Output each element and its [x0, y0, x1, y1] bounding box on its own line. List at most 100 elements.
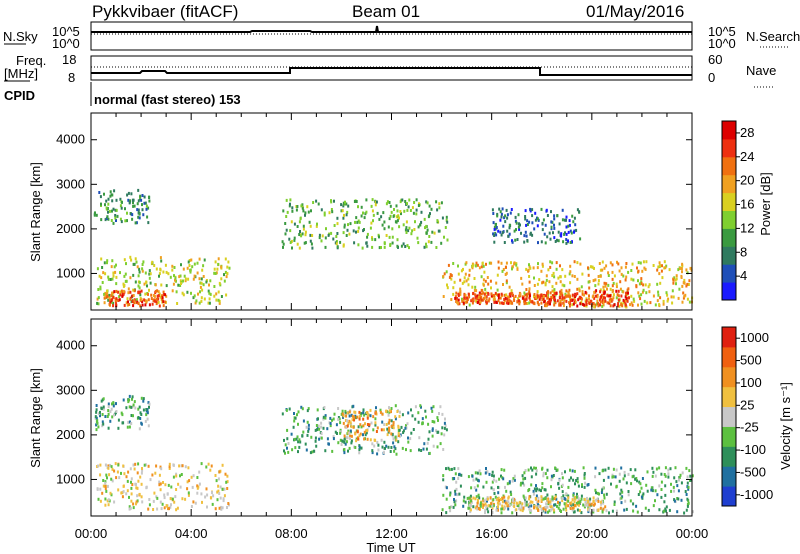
power-echo-cell	[565, 299, 568, 303]
power-echo-cell	[541, 298, 544, 301]
power-echo-cell	[325, 227, 327, 231]
power-echo-cell	[162, 270, 165, 274]
power-echo-cell	[510, 261, 512, 265]
power-echo-cell	[620, 294, 623, 298]
power-echo-cell	[220, 265, 223, 269]
velocity-echo-cell	[316, 428, 319, 432]
power-echo-cell	[405, 226, 408, 230]
velocity-echo-cell	[445, 511, 448, 515]
velocity-echo-cell	[506, 482, 509, 486]
power-echo-cell	[529, 266, 532, 270]
power-echo-cell	[494, 291, 497, 295]
velocity-echo-cell	[398, 428, 401, 432]
power-echo-cell	[550, 210, 552, 214]
power-echo-cell	[543, 300, 546, 304]
velocity-echo-cell	[533, 506, 535, 510]
velocity-echo-cell	[439, 442, 442, 446]
velocity-echo-cell	[162, 481, 164, 484]
power-echo-cell	[564, 295, 567, 299]
velocity-echo-cell	[371, 449, 374, 453]
power-echo-cell	[594, 303, 597, 307]
velocity-echo-cell	[535, 472, 538, 476]
velocity-echo-cell	[444, 424, 447, 428]
x-tick-label: 04:00	[175, 526, 208, 541]
power-echo-cell	[471, 301, 474, 305]
power-echo-cell	[112, 304, 115, 308]
velocity-echo-cell	[172, 475, 175, 479]
velocity-echo-cell	[632, 509, 635, 513]
velocity-echo-cell	[146, 417, 149, 421]
velocity-echo-cell	[636, 510, 639, 514]
velocity-echoes	[94, 394, 694, 515]
velocity-echo-cell	[491, 470, 494, 474]
power-echo-cell	[570, 231, 573, 235]
power-echo-cell	[304, 241, 307, 245]
power-echo-cell	[524, 301, 527, 305]
power-echo-cell	[665, 291, 668, 295]
power-echo-cell	[327, 233, 330, 237]
velocity-echo-cell	[351, 414, 354, 418]
velocity-echo-cell	[316, 408, 319, 412]
power-echo-cell	[499, 296, 502, 300]
velocity-echo-cell	[95, 423, 98, 427]
power-echo-cell	[285, 215, 288, 218]
velocity-echo-cell	[376, 426, 379, 430]
power-echo-cell	[188, 264, 191, 267]
velocity-echo-cell	[107, 409, 110, 412]
velocity-echo-cell	[141, 500, 144, 504]
power-echo-cell	[169, 275, 172, 279]
power-echo-cell	[389, 214, 392, 218]
velocity-echo-cell	[97, 497, 100, 501]
velocity-echo-cell	[421, 417, 424, 421]
velocity-echo-cell	[550, 474, 553, 478]
power-echo-cell	[433, 231, 436, 235]
power-echo-cell	[523, 240, 526, 244]
power-echo-cell	[526, 239, 529, 242]
velocity-echo-cell	[126, 479, 129, 483]
power-echo-cell	[124, 219, 127, 223]
power-echo-cell	[415, 198, 418, 202]
velocity-echo-cell	[111, 479, 114, 483]
power-echo-cell	[187, 260, 190, 264]
power-echo-cell	[324, 245, 327, 249]
velocity-echo-cell	[663, 509, 666, 513]
power-echo-cell	[574, 295, 577, 298]
velocity-echo-cell	[572, 493, 575, 497]
velocity-echo-cell	[577, 498, 580, 502]
power-echo-cell	[381, 223, 384, 227]
velocity-echo-cell	[443, 433, 446, 437]
power-echo-cell	[552, 294, 554, 298]
power-echo-cell	[450, 298, 453, 301]
velocity-xticks	[90, 319, 693, 516]
velocity-echo-cell	[680, 481, 683, 485]
velocity-echo-cell	[107, 464, 110, 468]
power-echo-cell	[514, 215, 517, 219]
power-echo-cell	[516, 267, 519, 271]
velocity-echo-cell	[350, 439, 353, 443]
velocity-echo-cell	[222, 499, 225, 503]
velocity-echo-cell	[455, 499, 458, 503]
velocity-echo-cell	[542, 471, 545, 475]
power-echo-cell	[541, 228, 544, 232]
power-echo-cell	[291, 206, 294, 210]
velocity-echo-cell	[507, 500, 510, 504]
power-echo-cell	[548, 300, 551, 304]
noise-panel: N.Sky 10^5 10^0 10^5 10^0 N.Search	[3, 21, 800, 51]
power-echo-cell	[592, 302, 595, 306]
velocity-echo-cell	[549, 502, 552, 506]
power-echo-cell	[457, 272, 460, 276]
power-echo-cell	[342, 204, 345, 208]
power-echo-cell	[195, 299, 198, 303]
power-echo-cell	[286, 210, 289, 214]
power-echo-cell	[371, 245, 374, 249]
power-echo-cell	[134, 221, 137, 225]
velocity-echo-cell	[513, 478, 516, 482]
power-echo-cell	[501, 231, 504, 235]
power-echo-cell	[119, 293, 122, 297]
power-echo-cell	[189, 270, 192, 274]
power-echo-cell	[420, 210, 423, 214]
power-echo-cell	[143, 195, 146, 199]
velocity-echo-cell	[104, 487, 107, 490]
power-echo-cell	[120, 206, 123, 210]
power-echo-cell	[648, 290, 651, 294]
